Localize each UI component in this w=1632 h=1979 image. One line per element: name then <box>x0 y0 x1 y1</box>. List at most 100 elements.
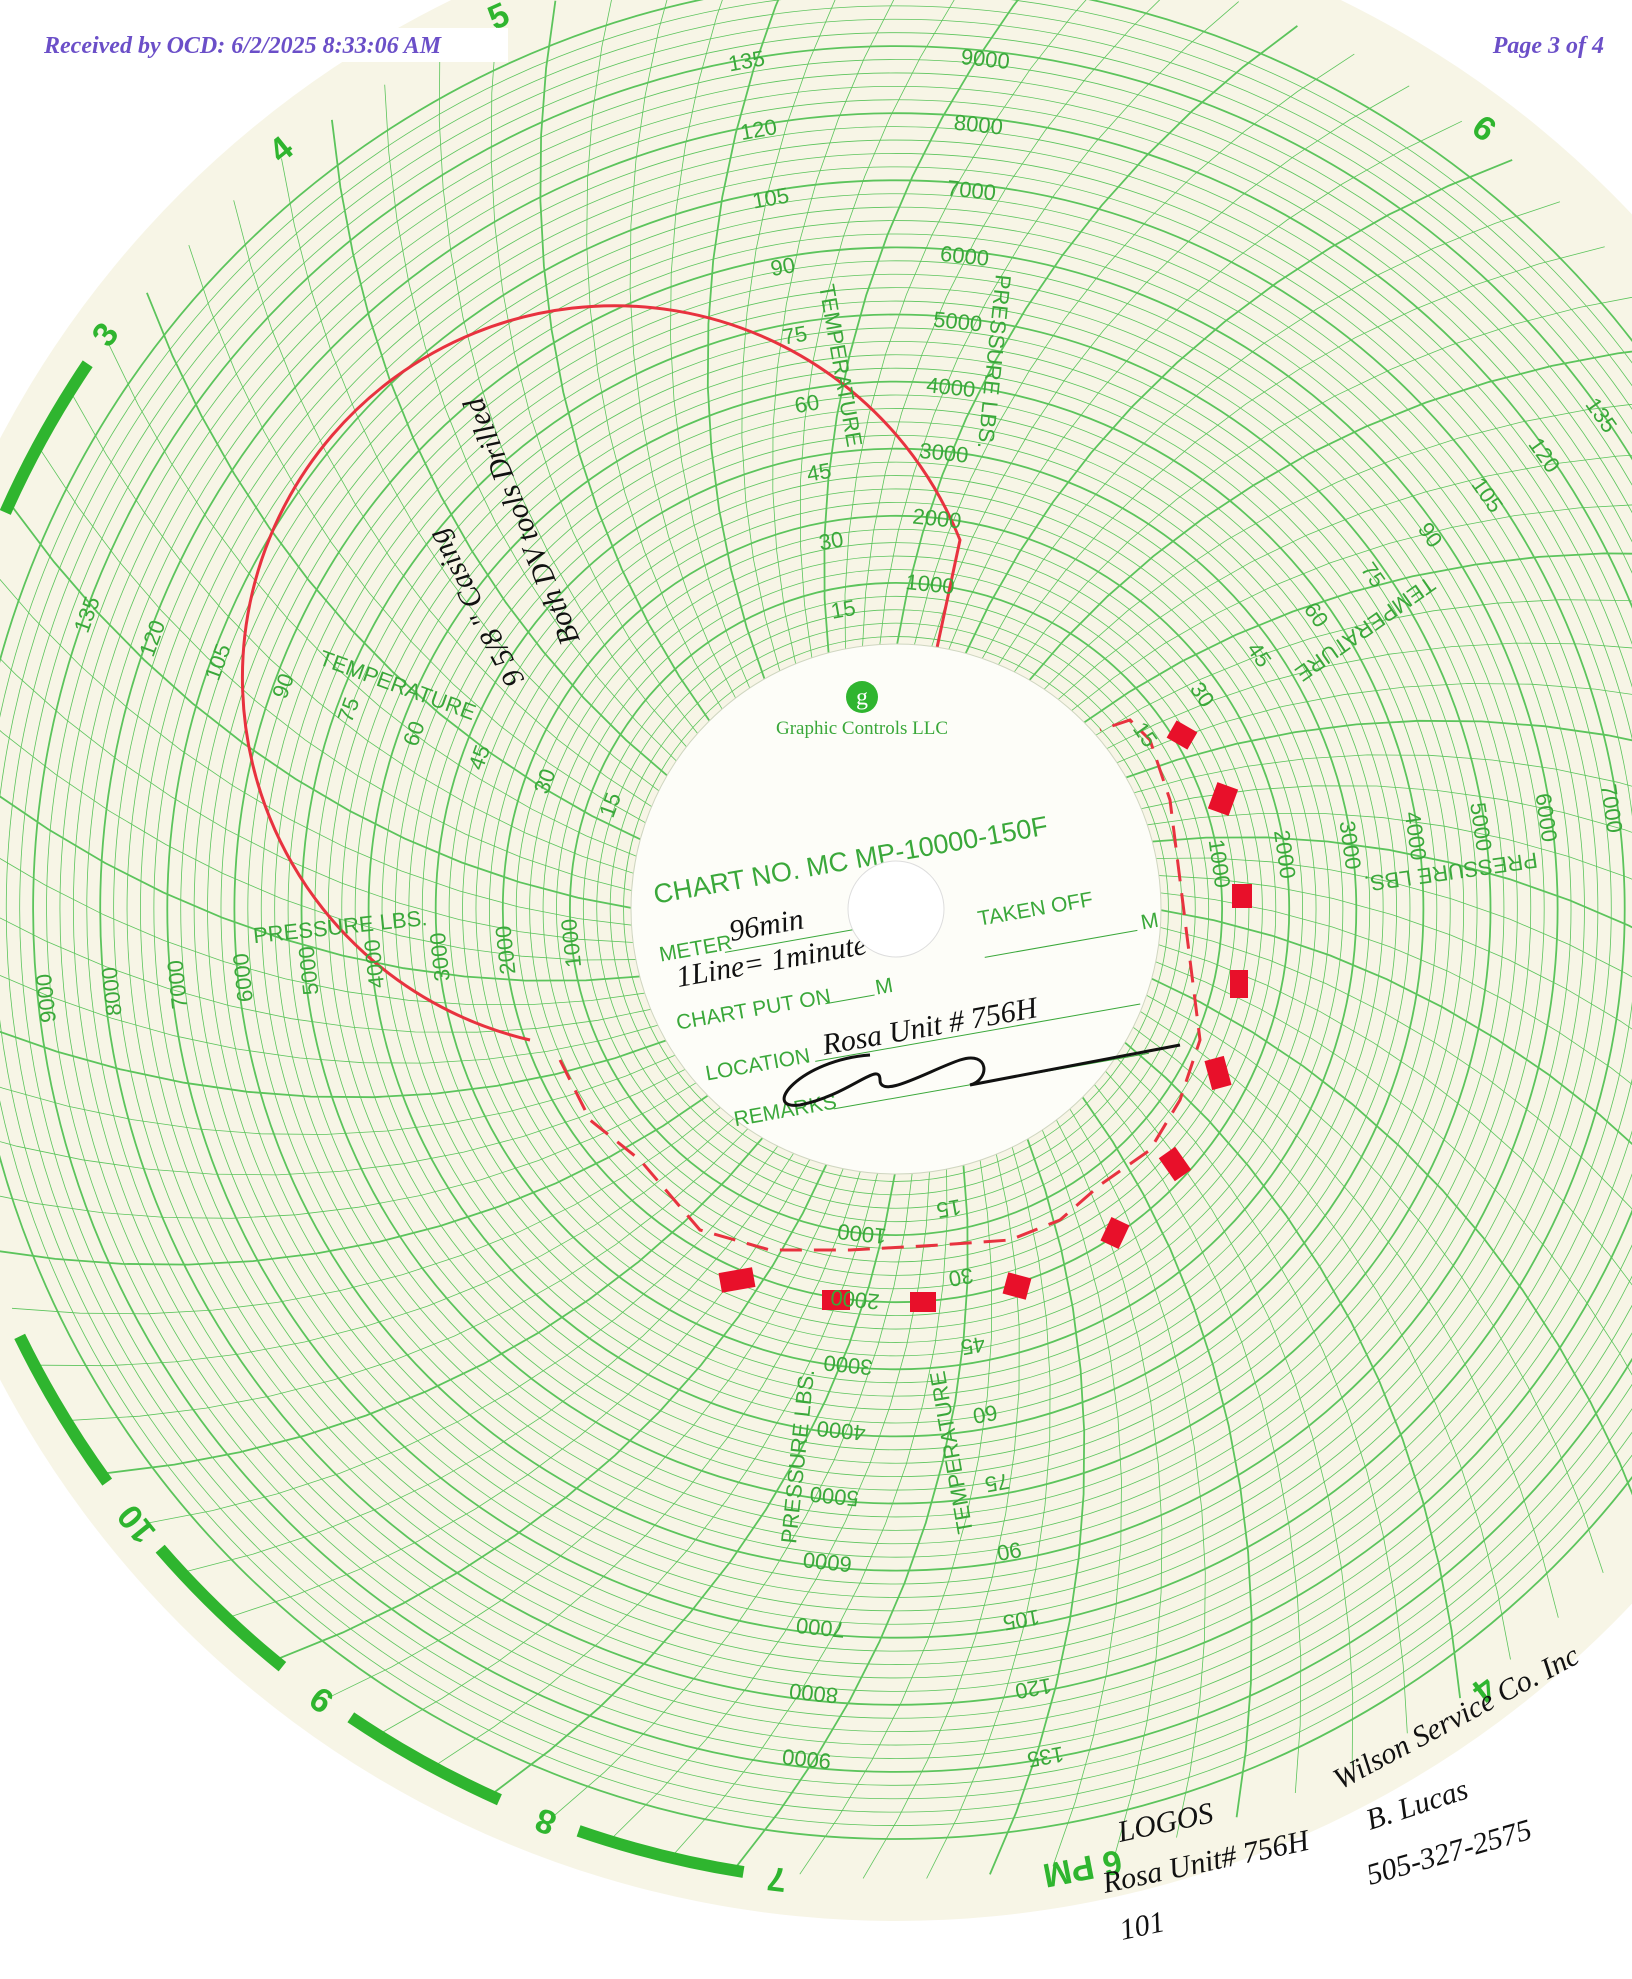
temperature-label: 90 <box>995 1537 1023 1566</box>
minor-time-line <box>382 1165 863 1733</box>
pen-trace <box>240 304 1252 1312</box>
major-time-line <box>895 25 1298 651</box>
major-time-line <box>706 0 780 685</box>
minor-time-line <box>1154 891 1632 1085</box>
minor-ring <box>314 327 1478 1491</box>
minor-time-line <box>1039 403 1632 694</box>
minor-time-line <box>994 246 1605 670</box>
major-time-line <box>0 795 646 982</box>
minor-ring <box>488 501 1304 1317</box>
taken-off-unit: M <box>1139 909 1160 935</box>
minor-time-line <box>1111 1052 1408 1734</box>
major-time-line <box>736 1159 969 1867</box>
minor-time-line <box>799 1154 992 1875</box>
minor-time-line <box>929 85 1410 653</box>
major-time-line <box>962 159 1513 660</box>
minor-ring <box>582 595 1210 1223</box>
minor-ring <box>193 206 1599 1612</box>
field-line <box>724 929 854 953</box>
minor-time-line <box>878 1 1239 651</box>
pressure-label: 8000 <box>97 966 127 1017</box>
minor-ring <box>0 0 1632 1826</box>
signature <box>782 1043 1181 1107</box>
pressure-label: 1000 <box>556 917 586 968</box>
major-ring <box>569 582 1224 1237</box>
temperature-label: 30 <box>947 1263 975 1292</box>
minor-ring <box>220 233 1572 1585</box>
major-time-line <box>0 1030 672 1099</box>
minor-time-line <box>800 0 955 664</box>
minor-time-line <box>1090 599 1632 739</box>
minor-ring <box>542 555 1250 1263</box>
minor-ring <box>596 609 1196 1209</box>
maker: Graphic Controls LLC <box>776 718 948 739</box>
minor-time-line <box>1010 296 1632 677</box>
minor-ring <box>381 394 1411 1424</box>
minor-time-line <box>490 24 702 739</box>
major-time-line <box>1078 552 1632 727</box>
field-line <box>815 1003 1141 1062</box>
major-time-line <box>823 0 1020 659</box>
minor-time-line <box>72 395 640 876</box>
minor-time-line <box>586 0 726 715</box>
major-time-line <box>494 1167 897 1793</box>
minor-time-line <box>0 858 651 1005</box>
major-time-line <box>1024 350 1632 686</box>
minor-time-line <box>1152 942 1632 1286</box>
pressure-label: 9000 <box>781 1744 832 1774</box>
major-ring <box>501 514 1291 1304</box>
trace-blots <box>718 720 1252 1312</box>
minor-ring <box>247 260 1545 1558</box>
minor-ring <box>462 475 1330 1343</box>
minor-ring <box>73 86 1632 1732</box>
minor-time-line <box>741 0 836 677</box>
minor-ring <box>515 528 1277 1290</box>
minor-time-line <box>1090 1079 1302 1794</box>
page-number: Page 3 of 4 <box>1492 33 1604 59</box>
minor-time-line <box>553 1167 914 1817</box>
pressure-label: 6000 <box>939 241 990 271</box>
minor-time-line <box>437 1167 880 1765</box>
minor-time-line <box>1149 959 1632 1376</box>
minor-time-line <box>670 0 753 694</box>
major-time-line <box>1119 1037 1461 1699</box>
minor-time-line <box>107 342 643 859</box>
minor-time-line <box>281 158 664 795</box>
major-time-line <box>989 1133 1086 1875</box>
major-time-line <box>1120 719 1632 781</box>
temperature-label: 75 <box>781 321 809 350</box>
minor-ring <box>153 166 1632 1652</box>
temperature-label: 15 <box>935 1194 963 1223</box>
minor-ring <box>354 367 1438 1451</box>
rim-segment <box>347 1712 502 1806</box>
minor-time-line <box>0 975 664 1064</box>
temperature-label: 60 <box>971 1400 999 1429</box>
minor-ring <box>287 300 1505 1518</box>
pressure-label: 2000 <box>829 1285 880 1315</box>
logo <box>846 681 878 713</box>
pressure-label: 7000 <box>162 959 192 1010</box>
major-time-line <box>1154 908 1632 1146</box>
minor-time-line <box>0 658 640 944</box>
minor-time-line <box>187 1148 798 1572</box>
minor-time-line <box>1039 1124 1122 1867</box>
major-time-line <box>539 0 714 727</box>
minor-time-line <box>629 0 739 704</box>
minor-time-line <box>674 1162 948 1854</box>
received-stamp: Received by OCD: 6/2/2025 8:33:06 AM <box>43 33 443 59</box>
minor-time-line <box>0 917 657 1033</box>
minor-ring <box>126 139 1632 1679</box>
minor-ring <box>207 220 1585 1598</box>
minor-ring <box>59 72 1632 1746</box>
pressure-label: 2000 <box>490 924 520 975</box>
pressure-label: 4000 <box>925 372 976 402</box>
minor-ring <box>623 636 1169 1182</box>
rim-segment <box>0 360 93 515</box>
pressure-label: 9000 <box>960 44 1011 74</box>
minor-ring <box>475 488 1317 1330</box>
major-ring <box>32 45 1632 1773</box>
logo-letter: g <box>856 685 868 711</box>
pressure-label: 3000 <box>822 1350 873 1380</box>
pressure-label: 2000 <box>911 503 962 533</box>
